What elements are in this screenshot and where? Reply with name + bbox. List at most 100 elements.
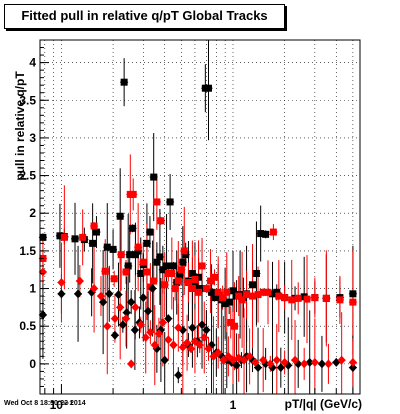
square-marker xyxy=(60,233,68,241)
square-marker xyxy=(163,262,171,270)
square-marker xyxy=(146,228,154,236)
square-marker xyxy=(56,232,64,240)
diamond-marker xyxy=(209,351,218,361)
diamond-marker xyxy=(348,363,357,373)
square-marker xyxy=(129,190,137,198)
diamond-marker xyxy=(136,320,145,330)
square-marker xyxy=(134,243,142,251)
square-marker xyxy=(153,198,161,206)
square-marker xyxy=(179,258,187,266)
square-marker xyxy=(195,288,203,296)
square-marker xyxy=(294,294,302,302)
y-tick-label: 3 xyxy=(29,131,36,145)
square-marker xyxy=(223,288,231,296)
square-marker xyxy=(150,173,158,181)
diamond-marker xyxy=(310,357,319,367)
square-marker xyxy=(249,281,257,289)
square-marker xyxy=(264,288,272,296)
diamond-marker xyxy=(164,314,173,324)
diamond-marker xyxy=(118,320,127,330)
axis-ticks: 10⁻¹ 1 0 0.5 1 1.5 2 2.5 3 3.5 4 xyxy=(19,47,354,412)
square-marker xyxy=(207,277,215,285)
square-marker xyxy=(182,251,190,259)
square-marker xyxy=(171,285,179,293)
square-marker xyxy=(39,233,47,241)
diamond-marker xyxy=(169,340,178,350)
diamond-marker xyxy=(183,338,192,348)
y-tick-label: 1.5 xyxy=(19,244,36,258)
diamond-marker xyxy=(305,357,314,367)
square-marker xyxy=(89,239,97,247)
square-marker xyxy=(336,296,344,304)
diamond-marker xyxy=(110,330,119,340)
square-marker xyxy=(101,267,109,275)
diamond-marker xyxy=(110,314,119,324)
square-marker xyxy=(129,224,137,232)
x-tick-label: 1 xyxy=(230,398,237,412)
diamond-marker xyxy=(198,320,207,330)
square-marker xyxy=(126,251,134,259)
square-marker xyxy=(349,298,357,306)
square-marker xyxy=(195,273,203,281)
diamond-marker xyxy=(131,302,140,312)
square-marker xyxy=(198,285,206,293)
square-marker xyxy=(188,285,196,293)
square-marker xyxy=(303,295,311,303)
square-marker xyxy=(134,247,142,255)
diamond-marker xyxy=(240,355,249,365)
diamond-marker xyxy=(122,314,131,324)
square-marker xyxy=(275,292,283,300)
diamond-marker xyxy=(202,325,211,335)
diamond-marker xyxy=(130,325,139,335)
square-marker xyxy=(225,298,233,306)
square-marker xyxy=(150,277,158,285)
square-marker xyxy=(184,279,192,287)
square-marker xyxy=(131,251,139,259)
square-marker xyxy=(191,276,199,284)
diamond-marker xyxy=(272,355,281,365)
diamond-marker xyxy=(324,359,333,369)
diamond-marker xyxy=(276,363,285,373)
square-marker xyxy=(210,273,218,281)
y-tick-label: 2.5 xyxy=(19,169,36,183)
diamond-marker xyxy=(174,323,183,333)
square-marker xyxy=(229,287,237,295)
timestamp-label: Wed Oct 8 18:30:22 2014 xyxy=(4,400,86,407)
diamond-marker xyxy=(266,359,275,369)
square-marker xyxy=(259,288,267,296)
square-marker xyxy=(221,300,229,308)
diamond-marker xyxy=(141,333,150,343)
square-marker xyxy=(238,296,246,304)
diamond-marker xyxy=(232,360,241,370)
diamond-marker xyxy=(158,317,167,327)
diamond-marker xyxy=(90,284,99,294)
square-marker xyxy=(143,239,151,247)
diamond-marker xyxy=(146,327,155,337)
square-marker xyxy=(143,268,151,276)
square-marker xyxy=(169,262,177,270)
square-marker xyxy=(288,296,296,304)
diamond-marker xyxy=(348,357,357,367)
square-marker xyxy=(159,266,167,274)
diamond-marker xyxy=(214,348,223,358)
square-marker xyxy=(139,258,147,266)
y-axis-label: pull in relative q/pT xyxy=(13,71,27,181)
diamond-marker xyxy=(190,336,199,346)
y-tick-label: 0 xyxy=(29,357,36,371)
square-marker xyxy=(322,294,330,302)
diamond-marker xyxy=(164,335,173,345)
square-marker xyxy=(210,294,218,302)
diamond-marker xyxy=(127,297,136,307)
diamond-marker xyxy=(38,267,47,277)
y-tick-label: 2 xyxy=(29,206,36,220)
diamond-marker xyxy=(280,357,289,367)
square-marker xyxy=(311,294,319,302)
square-marker xyxy=(254,291,262,299)
square-marker xyxy=(269,290,277,298)
diamond-marker xyxy=(245,351,254,361)
square-marker xyxy=(214,292,222,300)
square-marker xyxy=(168,269,176,277)
diamond-marker xyxy=(103,321,112,331)
diamond-marker xyxy=(187,344,196,354)
square-marker xyxy=(273,288,281,296)
